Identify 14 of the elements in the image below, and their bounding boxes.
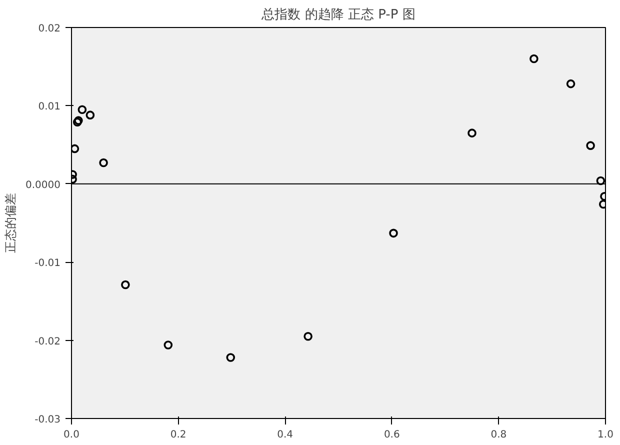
x-tick-label: 0.6 xyxy=(384,430,400,440)
chart-title: 总指数 的趋降 正态 P-P 图 xyxy=(260,8,416,22)
y-tick-label: -0.03 xyxy=(34,414,60,426)
y-tick-label: 0.0000 xyxy=(26,180,61,191)
x-tick-label: 0.4 xyxy=(277,430,294,440)
x-tick-label: 0.0 xyxy=(64,430,80,440)
x-tick-label: 1.0 xyxy=(598,430,614,440)
y-tick-label: 0.01 xyxy=(38,102,60,113)
x-tick-label: 0.8 xyxy=(490,430,507,440)
y-axis-title: 正态的偏差 xyxy=(4,193,18,253)
x-tick-label: 0.2 xyxy=(170,430,186,440)
y-tick-label: 0.02 xyxy=(38,24,60,34)
y-tick-label: -0.01 xyxy=(34,258,60,270)
y-tick-label: -0.02 xyxy=(34,336,60,348)
